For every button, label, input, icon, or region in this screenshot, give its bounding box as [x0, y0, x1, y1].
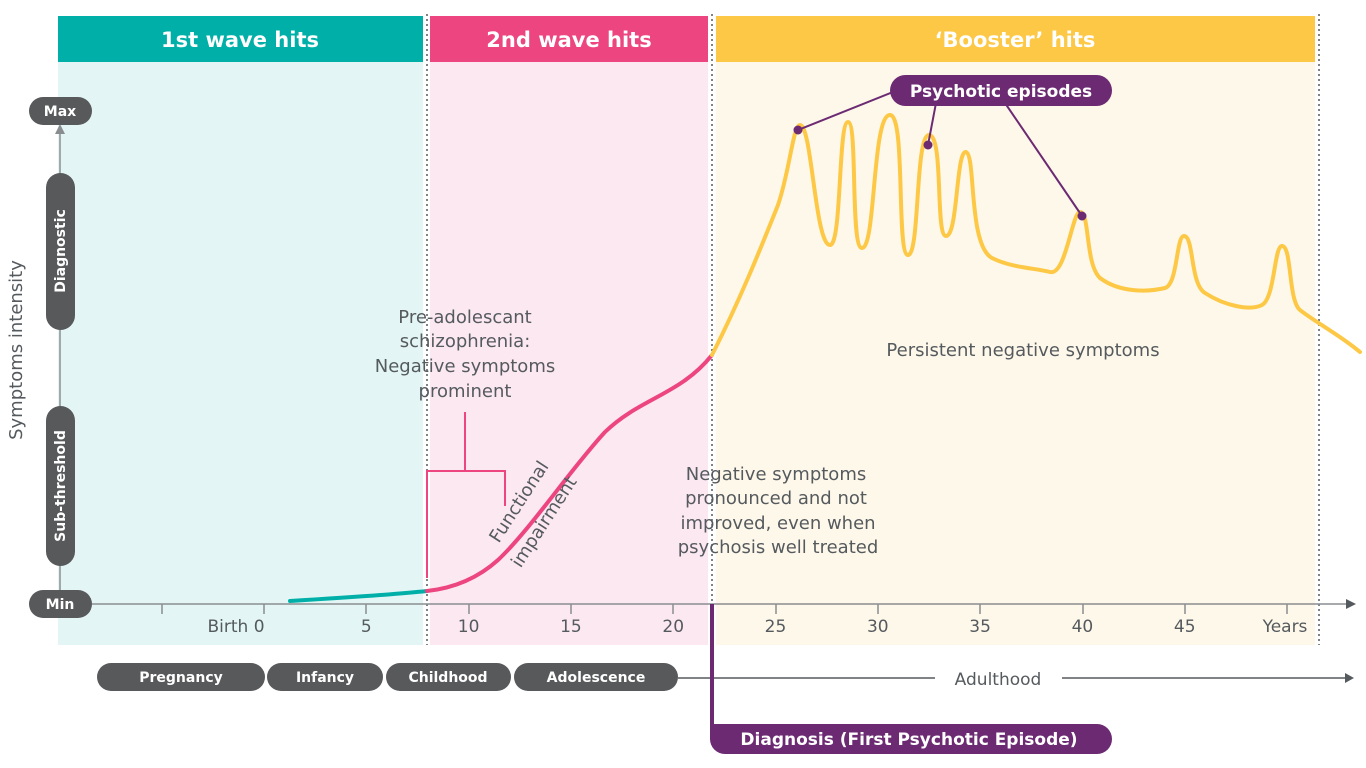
stage-pregnancy: Pregnancy [139, 670, 223, 686]
x-tick-label-6: 30 [867, 617, 889, 637]
x-tick-label-8: 40 [1072, 617, 1094, 637]
x-tick-label-7: 35 [969, 617, 991, 637]
min-label: Min [46, 597, 75, 613]
diagnostic-label: Diagnostic [53, 209, 69, 293]
pre-adolescent-line-3: Negative symptoms [375, 356, 555, 377]
wave1-zone [58, 62, 423, 645]
x-axis-ticks: Birth 0 5 10 15 20 25 30 35 40 45 Years [161, 604, 1308, 637]
callout-line-1 [797, 91, 894, 131]
y-axis-title: Symptoms intensity [6, 260, 27, 440]
x-tick-label-3: 15 [560, 617, 582, 637]
x-tick-label-4: 20 [662, 617, 684, 637]
stage-infancy-pill [267, 663, 383, 691]
wave1-header [58, 16, 423, 62]
stage-adolescence-pill [514, 663, 678, 691]
wave1-title: 1st wave hits [161, 28, 319, 52]
stage-childhood: Childhood [408, 670, 487, 686]
x-tick-label-9: 45 [1174, 617, 1196, 637]
adulthood-label: Adulthood [955, 670, 1042, 690]
x-tick-label-1: 5 [361, 617, 372, 637]
persistent-negative-label: Persistent negative symptoms [886, 340, 1159, 361]
wave2-zone [430, 62, 708, 645]
adulthood-arrow [1345, 673, 1354, 683]
curve-booster [710, 113, 1362, 357]
wave2-header [430, 16, 708, 62]
psychotic-episodes-label: Psychotic episodes [910, 82, 1092, 102]
x-tick-label-0: Birth 0 [207, 617, 264, 637]
stage-childhood-pill [386, 663, 511, 691]
negative-line-2: pronounced and not [685, 488, 867, 509]
diagnostic-pill [46, 173, 75, 330]
callout-line-3 [1004, 102, 1083, 217]
negative-line-1: Negative symptoms [686, 464, 866, 485]
stage-infancy: Infancy [296, 670, 354, 686]
negative-line-4: psychosis well treated [678, 537, 879, 558]
y-axis-arrow [55, 124, 65, 134]
episode-dot-1 [793, 125, 803, 135]
x-tick-label-10: Years [1262, 617, 1308, 637]
x-tick-label-5: 25 [765, 617, 787, 637]
episode-dot-2 [923, 140, 933, 150]
max-pill [29, 97, 92, 125]
booster-header [716, 16, 1315, 62]
diagnosis-label: Diagnosis (First Psychotic Episode) [740, 730, 1077, 750]
max-label: Max [44, 104, 76, 120]
stage-pregnancy-pill [97, 663, 265, 691]
pre-adolescent-line-2: schizophrenia: [400, 331, 531, 352]
curve-first-wave [288, 589, 429, 603]
callout-line-2 [927, 102, 937, 146]
stage-adolescence: Adolescence [547, 670, 646, 686]
x-tick-label-2: 10 [458, 617, 480, 637]
min-pill [29, 590, 92, 618]
x-axis-arrow [1346, 599, 1356, 609]
psychotic-episodes-pill [890, 75, 1112, 106]
negative-line-3: improved, even when [680, 513, 875, 534]
pre-adolescent-line-1: Pre-adolescant [398, 307, 531, 328]
episode-dot-3 [1077, 211, 1087, 221]
diagnosis-pill [710, 724, 1112, 754]
booster-zone [716, 62, 1315, 645]
subthreshold-label: Sub-threshold [53, 430, 69, 542]
curve-second-wave [425, 353, 714, 593]
pre-adolescent-line-4: prominent [419, 381, 512, 402]
wave2-title: 2nd wave hits [486, 28, 651, 52]
booster-title: ‘Booster’ hits [935, 28, 1096, 52]
subthreshold-pill [46, 406, 75, 566]
